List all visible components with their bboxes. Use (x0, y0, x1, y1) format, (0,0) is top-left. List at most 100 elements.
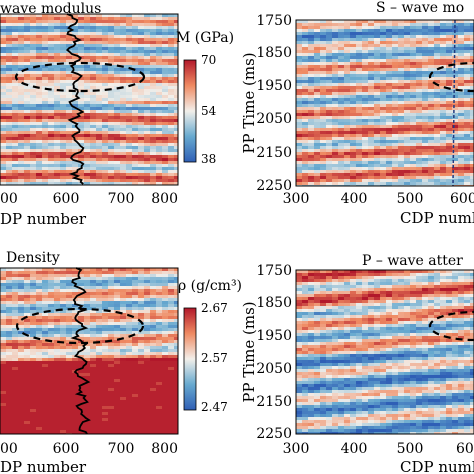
heatmap-cell (54, 304, 61, 308)
heatmap-cell (138, 167, 145, 171)
heatmap-cell (296, 80, 303, 84)
heatmap-cell (24, 331, 31, 335)
heatmap-cell (410, 98, 417, 102)
heatmap-cell (356, 125, 363, 129)
heatmap-cell (84, 122, 91, 126)
heatmap-cell (48, 298, 55, 302)
heatmap-cell (60, 14, 67, 18)
heatmap-cell (302, 158, 309, 162)
heatmap-cell (12, 179, 19, 183)
heatmap-cell (144, 382, 151, 386)
heatmap-cell (150, 128, 157, 132)
heatmap-cell (392, 158, 399, 162)
heatmap-cell (162, 77, 169, 81)
heatmap-cell (368, 77, 375, 81)
heatmap-cell (102, 98, 109, 102)
heatmap-cell (138, 77, 145, 81)
heatmap-cell (368, 68, 375, 72)
heatmap-cell (144, 14, 151, 18)
heatmap-cell (138, 83, 145, 87)
heatmap-cell (332, 170, 339, 174)
heatmap-cell (392, 110, 399, 114)
heatmap-cell (54, 32, 61, 36)
heatmap-cell (156, 274, 163, 278)
heatmap-cell (350, 116, 357, 120)
heatmap-cell (108, 271, 115, 275)
heatmap-cell (60, 116, 67, 120)
heatmap-cell (18, 110, 25, 114)
heatmap-cell (108, 283, 115, 287)
heatmap-cell (120, 376, 127, 380)
heatmap-cell (156, 340, 163, 344)
heatmap-cell (144, 394, 151, 398)
heatmap-cell (338, 134, 345, 138)
heatmap-cell (356, 146, 363, 150)
heatmap-cell (36, 116, 43, 120)
heatmap-cell (162, 59, 169, 63)
heatmap-cell (386, 149, 393, 153)
heatmap-cell (368, 101, 375, 105)
heatmap-cell (24, 29, 31, 33)
heatmap-cell (326, 110, 333, 114)
heatmap-cell (386, 158, 393, 162)
heatmap-cell (332, 146, 339, 150)
heatmap-cell (90, 20, 97, 24)
heatmap-cell (126, 14, 133, 18)
heatmap-cell (96, 349, 103, 353)
heatmap-cell (66, 415, 73, 419)
heatmap-cell (168, 140, 175, 144)
heatmap-cell (434, 158, 441, 162)
heatmap-cell (320, 74, 327, 78)
heatmap-cell (54, 358, 61, 362)
heatmap-cell (156, 179, 163, 183)
heatmap-cell (0, 418, 7, 422)
heatmap-cell (24, 122, 31, 126)
panel-s-wave: S – wave mo PP Time (ms) 1750 1850 1950 … (240, 0, 474, 227)
heatmap-cell (356, 167, 363, 171)
heatmap-cell (0, 406, 7, 410)
heatmap-cell (96, 56, 103, 60)
heatmap-cell (108, 14, 115, 18)
heatmap-cell (36, 137, 43, 141)
heatmap-cell (314, 125, 321, 129)
heatmap-cell (84, 277, 91, 281)
heatmap-cell (60, 158, 67, 162)
heatmap-cell (416, 47, 423, 51)
heatmap-cell (12, 83, 19, 87)
heatmap-cell (174, 304, 178, 308)
heatmap-cell (0, 301, 7, 305)
heatmap-cell (42, 373, 49, 377)
heatmap-cell (428, 176, 435, 180)
heatmap-cell (344, 26, 351, 30)
heatmap-cell (344, 98, 351, 102)
heatmap-cell (120, 418, 127, 422)
heatmap-cell (126, 86, 133, 90)
heatmap-cell (302, 35, 309, 39)
heatmap-cell (54, 41, 61, 45)
heatmap-cell (150, 367, 157, 371)
heatmap-cell (18, 80, 25, 84)
heatmap-cell (114, 301, 121, 305)
heatmap-cell (156, 56, 163, 60)
heatmap-cell (108, 373, 115, 377)
heatmap-cell (66, 44, 73, 48)
heatmap-cell (350, 179, 357, 183)
heatmap-cell (362, 53, 369, 57)
heatmap-cell (326, 143, 333, 147)
heatmap-cell (18, 310, 25, 314)
heatmap-cell (54, 53, 61, 57)
heatmap-cell (308, 38, 315, 42)
heatmap-cell (108, 170, 115, 174)
heatmap-cell (308, 62, 315, 66)
heatmap-cell (296, 110, 303, 114)
heatmap-cell (120, 370, 127, 374)
heatmap-cell (6, 35, 13, 39)
heatmap-cell (48, 41, 55, 45)
heatmap-cell (84, 343, 91, 347)
heatmap-cell (428, 83, 435, 87)
heatmap-cell (428, 167, 435, 171)
heatmap-cell (392, 167, 399, 171)
heatmap-cell (96, 44, 103, 48)
heatmap-cell (302, 56, 309, 60)
heatmap-cell (464, 77, 471, 81)
